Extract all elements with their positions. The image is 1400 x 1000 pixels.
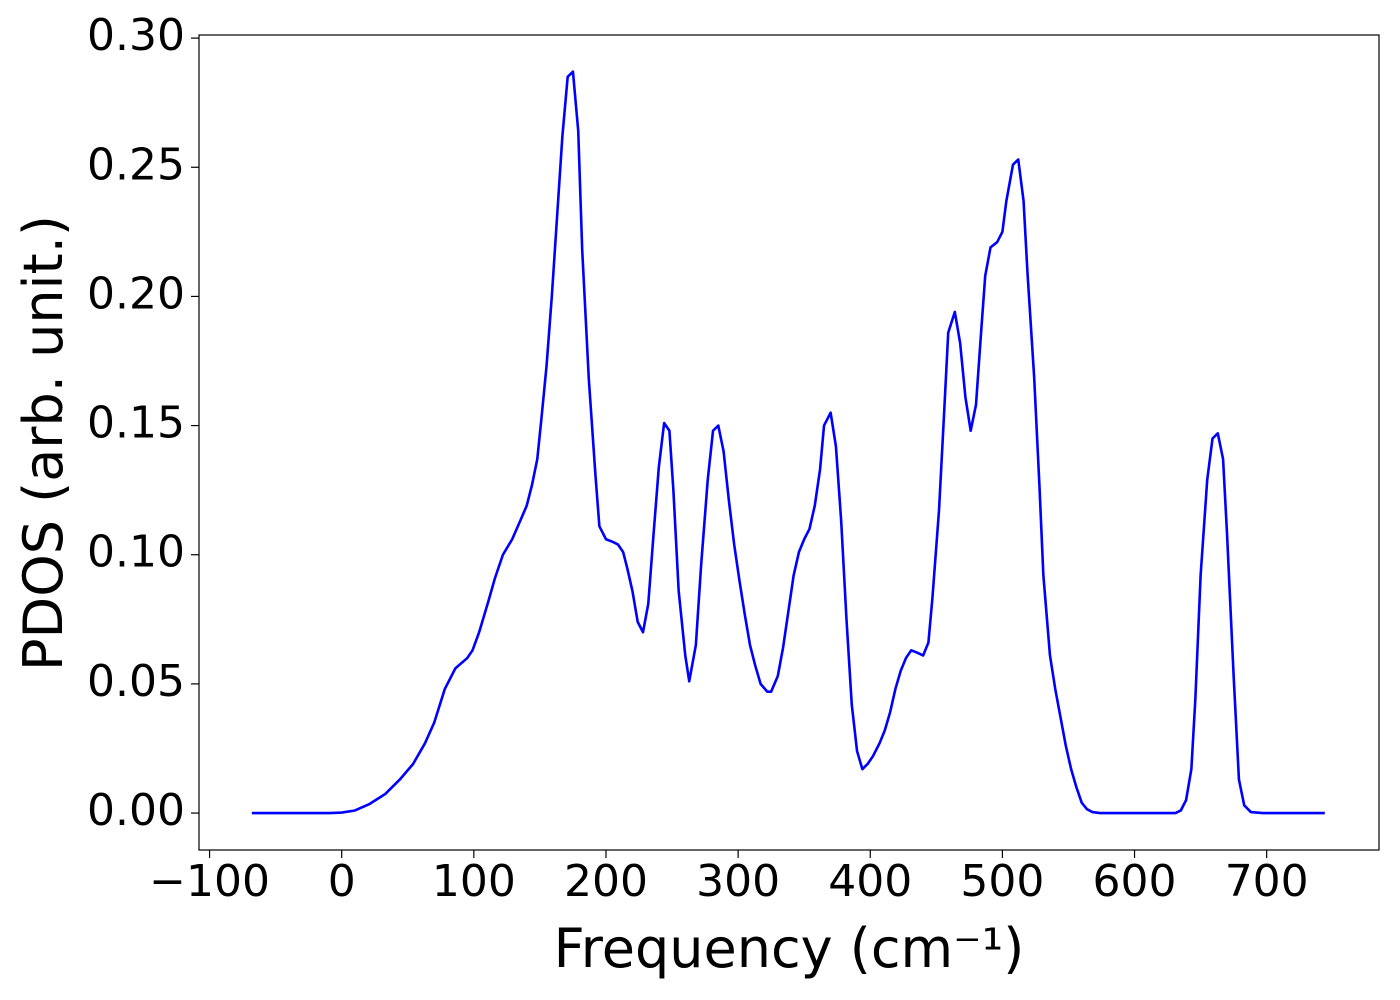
y-axis-label: PDOS (arb. unit.) (12, 215, 75, 671)
y-tick-label: 0.05 (87, 656, 185, 707)
x-tick-label: 100 (432, 856, 516, 907)
y-tick-label: 0.25 (87, 139, 185, 190)
x-tick-label: 700 (1225, 856, 1309, 907)
y-tick-label: 0.00 (87, 785, 185, 836)
x-tick-label: −100 (149, 856, 270, 907)
x-axis-label: Frequency (cm⁻¹) (554, 917, 1025, 980)
plot-frame (198, 34, 1380, 851)
y-tick-label: 0.20 (87, 268, 185, 319)
x-tick-label: 600 (1093, 856, 1177, 907)
x-tick-label: 500 (960, 856, 1044, 907)
data-line (251, 70, 1325, 815)
x-tick-label: 0 (328, 856, 356, 907)
y-tick-label: 0.10 (87, 527, 185, 578)
y-tick-label: 0.30 (87, 10, 185, 61)
x-tick-label: 200 (564, 856, 648, 907)
y-tick-label: 0.15 (87, 398, 185, 449)
x-tick-label: 300 (696, 856, 780, 907)
x-tick-label: 400 (828, 856, 912, 907)
